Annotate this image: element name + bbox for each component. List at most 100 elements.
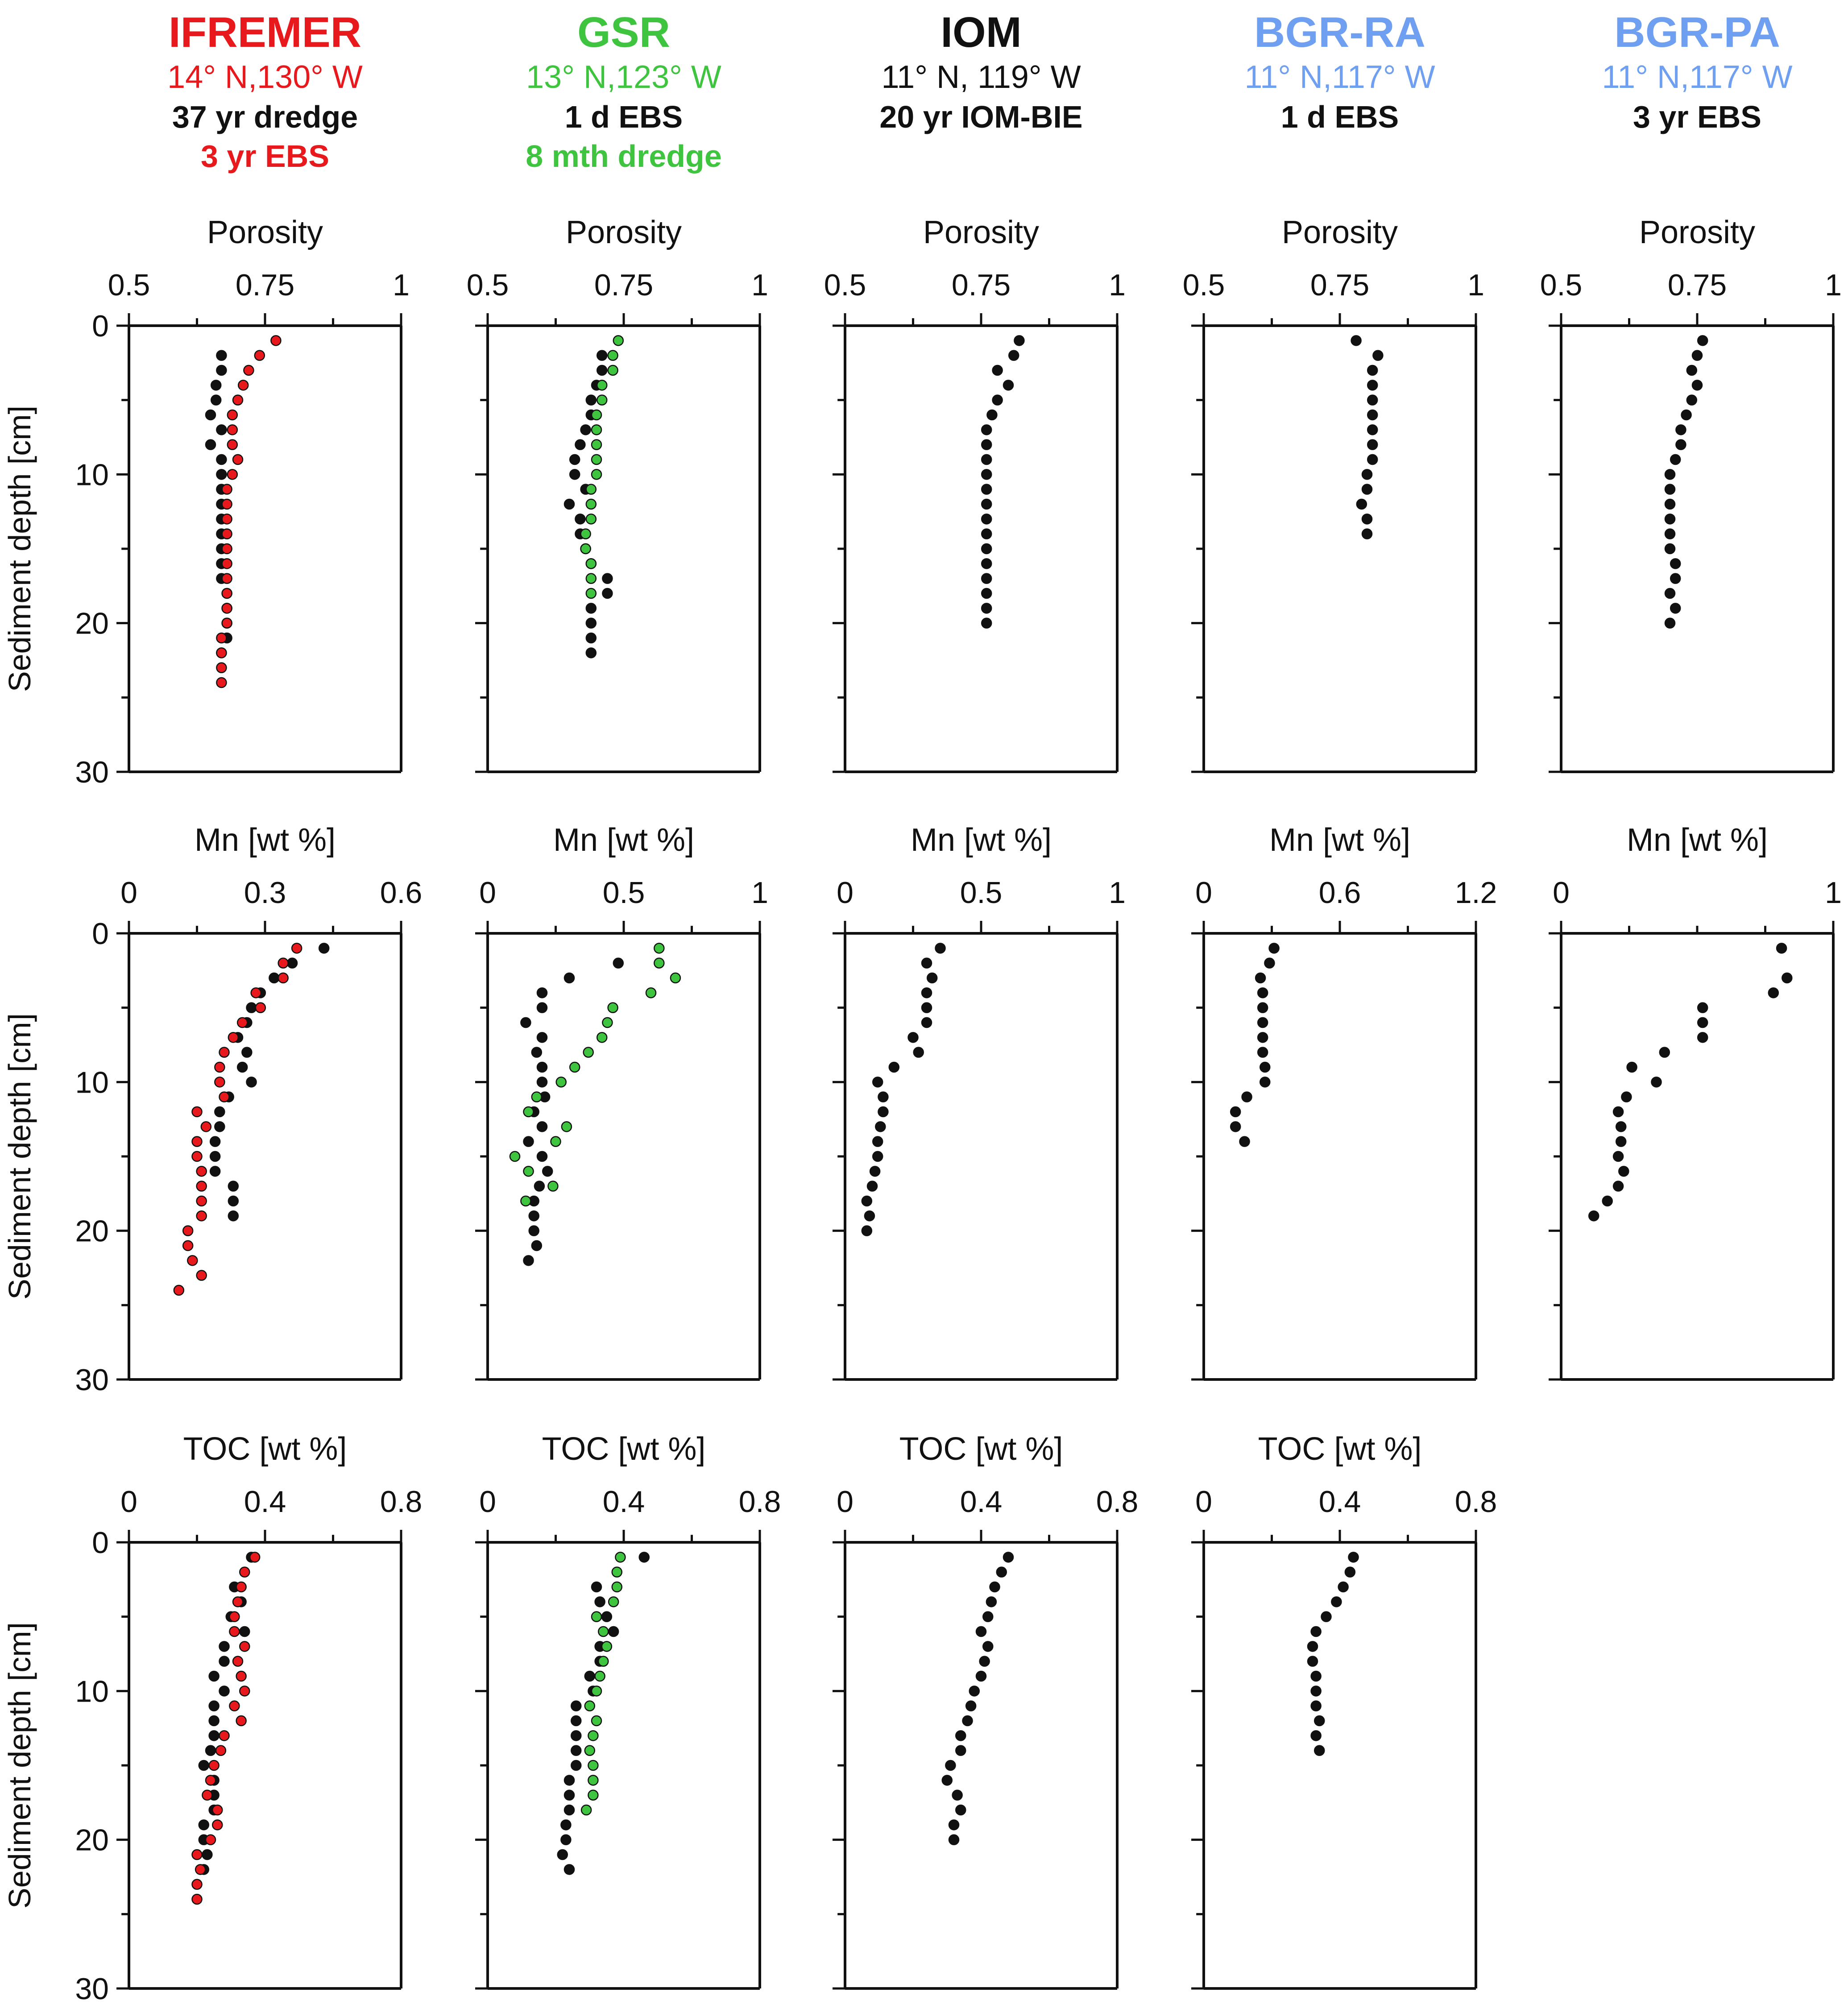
data-point bbox=[638, 1552, 650, 1563]
data-point bbox=[1621, 1091, 1632, 1102]
data-point bbox=[221, 528, 232, 539]
data-point bbox=[1615, 1121, 1627, 1132]
data-point bbox=[585, 603, 597, 614]
data-point bbox=[236, 1061, 248, 1073]
data-point bbox=[216, 632, 227, 644]
x-tick-label: 0.5 bbox=[1183, 268, 1225, 302]
data-point bbox=[561, 1121, 572, 1132]
data-point bbox=[952, 1789, 963, 1801]
data-point bbox=[542, 1166, 553, 1177]
data-point bbox=[875, 1121, 886, 1132]
data-point bbox=[187, 1255, 198, 1266]
data-point bbox=[981, 514, 992, 525]
data-point bbox=[196, 1166, 207, 1177]
data-point bbox=[520, 1017, 531, 1028]
data-point bbox=[210, 380, 222, 391]
x-tick-label: 0 bbox=[837, 1485, 854, 1519]
data-point bbox=[196, 1210, 207, 1222]
data-point bbox=[981, 484, 992, 495]
data-point bbox=[523, 1136, 534, 1147]
x-tick-label: 0 bbox=[479, 876, 496, 910]
data-point bbox=[585, 617, 597, 629]
data-point bbox=[1367, 439, 1378, 450]
data-point bbox=[237, 380, 249, 391]
data-point bbox=[969, 1686, 980, 1697]
data-point bbox=[583, 1047, 594, 1058]
data-point bbox=[216, 350, 227, 361]
data-point bbox=[598, 1626, 609, 1637]
data-point bbox=[528, 1225, 539, 1236]
data-point bbox=[536, 987, 548, 998]
site-name: BGR-RA bbox=[1254, 8, 1425, 56]
data-point bbox=[588, 1730, 599, 1741]
data-point bbox=[1257, 1032, 1268, 1043]
data-point bbox=[926, 972, 938, 984]
data-point bbox=[613, 335, 624, 346]
data-point bbox=[216, 364, 227, 376]
data-point bbox=[254, 350, 265, 361]
x-tick-label: 0.3 bbox=[244, 876, 286, 910]
data-point bbox=[981, 498, 992, 510]
data-point bbox=[531, 1240, 543, 1251]
data-point bbox=[975, 1670, 987, 1682]
data-point bbox=[1003, 380, 1014, 391]
site-header: BGR-PA 11° N,117° W 3 yr EBS bbox=[1528, 8, 1848, 137]
data-point bbox=[208, 1715, 220, 1727]
data-point bbox=[227, 424, 238, 435]
data-point bbox=[1264, 957, 1275, 969]
y-axis-title: Sediment depth [cm] bbox=[2, 1622, 37, 1909]
data-point bbox=[1268, 943, 1280, 954]
data-point bbox=[569, 454, 580, 465]
data-point bbox=[255, 1002, 266, 1013]
data-point bbox=[864, 1210, 875, 1222]
data-point bbox=[1255, 972, 1266, 984]
data-point bbox=[1314, 1745, 1325, 1756]
data-point bbox=[1670, 573, 1681, 584]
data-point bbox=[173, 1284, 185, 1296]
data-point bbox=[613, 957, 624, 969]
data-point bbox=[1697, 1002, 1708, 1013]
x-tick-label: 1 bbox=[1825, 268, 1842, 302]
data-point bbox=[564, 972, 575, 984]
data-point bbox=[523, 1255, 534, 1266]
data-point bbox=[888, 1061, 900, 1073]
data-point bbox=[986, 409, 998, 421]
data-point bbox=[1331, 1596, 1342, 1607]
y-tick-label: 30 bbox=[75, 1363, 109, 1397]
data-point bbox=[196, 1180, 207, 1192]
x-tick-label: 1.2 bbox=[1455, 876, 1497, 910]
data-point bbox=[531, 1047, 543, 1058]
data-point bbox=[591, 409, 602, 421]
data-point bbox=[216, 469, 227, 480]
data-point bbox=[584, 1670, 595, 1682]
data-point bbox=[208, 1760, 220, 1771]
data-point bbox=[1664, 543, 1676, 555]
data-point bbox=[191, 1849, 203, 1860]
x-tick-label: 0.8 bbox=[739, 1485, 781, 1519]
data-point bbox=[214, 1077, 225, 1088]
data-point bbox=[228, 1210, 239, 1222]
data-point bbox=[992, 364, 1003, 376]
y-tick-label: 20 bbox=[75, 1823, 109, 1857]
data-point bbox=[1260, 1061, 1271, 1073]
site-location: 11° N,117° W bbox=[1602, 59, 1793, 95]
data-point bbox=[1241, 1091, 1252, 1102]
data-point bbox=[520, 1195, 531, 1207]
data-point bbox=[1602, 1195, 1613, 1207]
data-point bbox=[602, 573, 613, 584]
data-point bbox=[596, 364, 608, 376]
data-point bbox=[209, 1166, 221, 1177]
data-point bbox=[1361, 514, 1373, 525]
data-point bbox=[236, 1715, 247, 1727]
data-point bbox=[955, 1804, 966, 1816]
data-point bbox=[1615, 1136, 1627, 1147]
data-point bbox=[1776, 943, 1787, 954]
data-point bbox=[607, 1002, 618, 1013]
data-point bbox=[221, 498, 232, 510]
data-point bbox=[1230, 1106, 1241, 1118]
data-point bbox=[571, 1715, 582, 1727]
x-tick-label: 0.4 bbox=[1319, 1485, 1361, 1519]
x-tick-label: 1 bbox=[1109, 876, 1126, 910]
data-point bbox=[585, 588, 597, 599]
x-axis-title: Porosity bbox=[1639, 215, 1755, 250]
